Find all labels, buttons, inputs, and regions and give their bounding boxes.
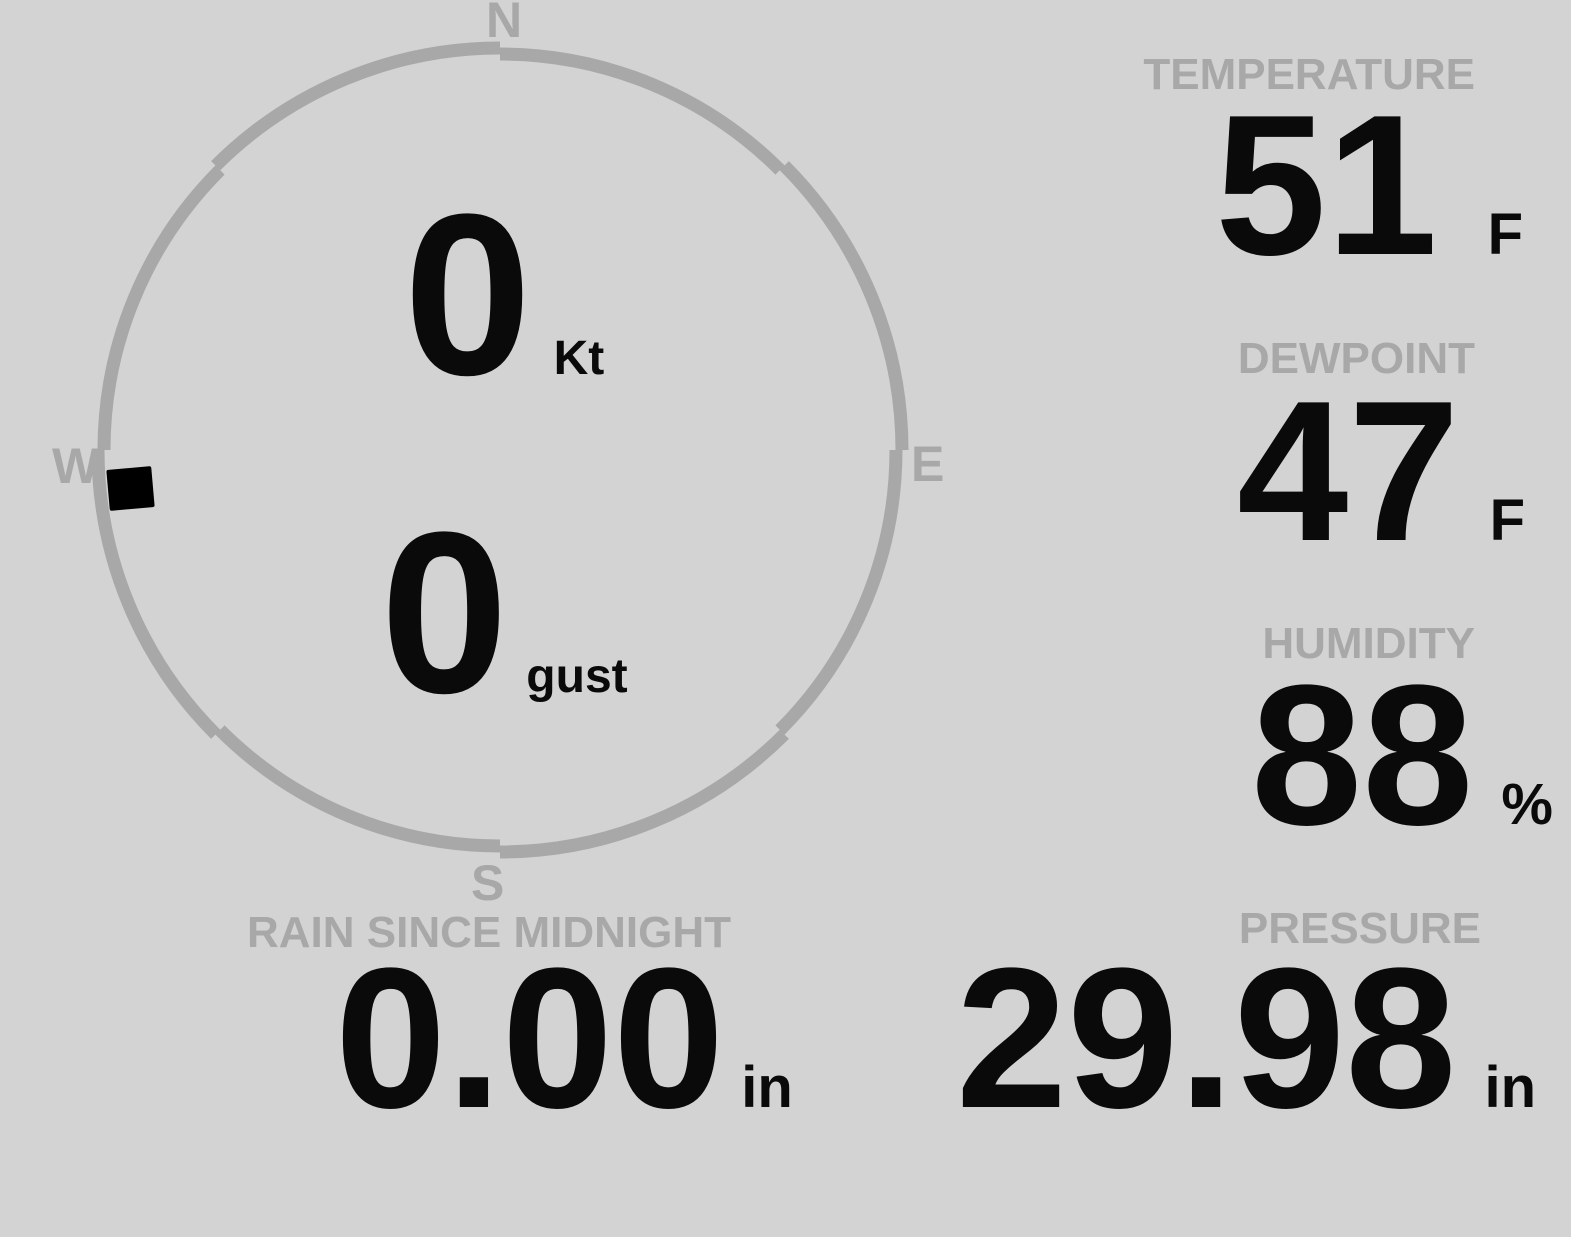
wind-direction-marker — [106, 466, 155, 511]
dewpoint-value: 47 — [1237, 360, 1460, 583]
dewpoint-row: 47 F — [1237, 372, 1525, 572]
wind-speed-value: 0 — [403, 166, 532, 423]
humidity-unit: % — [1501, 772, 1553, 837]
wind-gust-unit: gust — [526, 650, 628, 703]
humidity-label: HUMIDITY — [1262, 619, 1475, 668]
compass-ring — [91, 41, 909, 859]
wind-speed-unit: Kt — [553, 332, 605, 385]
humidity-value: 88 — [1250, 644, 1474, 867]
wind-gust-group: 0 gust — [380, 498, 627, 728]
pressure-value: 29.98 — [955, 927, 1457, 1150]
compass-label-east: E — [911, 436, 945, 492]
temperature-label: TEMPERATURE — [1143, 50, 1475, 99]
rain-value: 0.00 — [335, 927, 725, 1150]
rain-row: 0.00 in — [335, 939, 793, 1139]
wind-speed-group: 0 Kt — [404, 180, 605, 410]
rain-unit: in — [741, 1055, 793, 1120]
compass-label-south: S — [471, 855, 505, 911]
dewpoint-label: DEWPOINT — [1237, 334, 1475, 383]
compass-label-north: N — [486, 0, 523, 48]
humidity-row: 88% — [1251, 656, 1553, 856]
temperature-unit: F — [1487, 202, 1523, 267]
dewpoint-unit: F — [1489, 488, 1525, 553]
rain-label: RAIN SINCE MIDNIGHT — [247, 908, 731, 957]
compass-ring-arcs — [91, 41, 909, 859]
pressure-row: 29.98 in — [956, 939, 1536, 1139]
wind-gust-value: 0 — [380, 484, 509, 741]
temperature-value: 51 — [1215, 74, 1438, 297]
compass-label-west: W — [52, 438, 100, 494]
temperature-row: 51 F — [1215, 86, 1523, 286]
pressure-unit: in — [1484, 1055, 1536, 1120]
pressure-label: PRESSURE — [1238, 904, 1481, 953]
